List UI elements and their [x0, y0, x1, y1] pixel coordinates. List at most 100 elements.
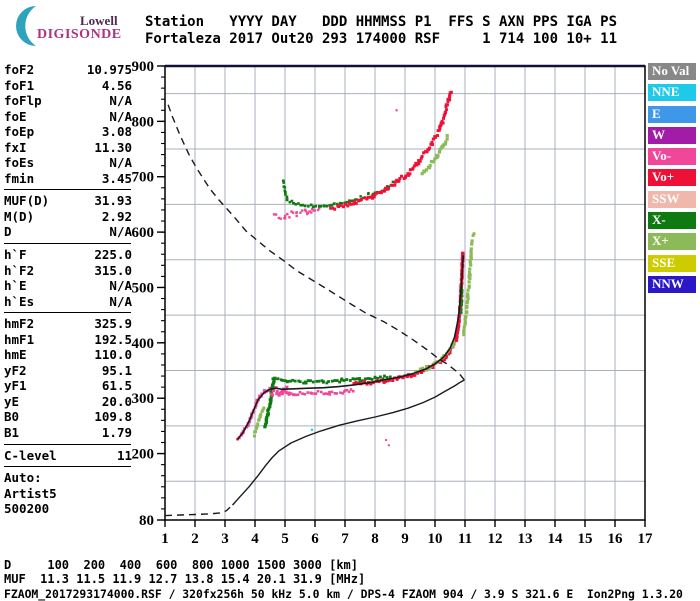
upper-red-dot	[414, 161, 418, 165]
stray-cyan	[310, 428, 314, 431]
upper-red-dot	[443, 111, 447, 115]
param-row-ye: yE 20.0	[4, 394, 132, 410]
flat-darkgreen-dot	[342, 379, 346, 382]
upper-pink-row-dot	[310, 211, 313, 214]
y-tick-label: 200	[132, 447, 155, 463]
flat-pink-dot	[287, 391, 291, 395]
flat-pink-dot	[278, 391, 282, 395]
upper-darkgreen-hook-dot	[281, 179, 285, 183]
upper-pink-row-dot	[310, 208, 314, 211]
param-row-d: D N/A	[4, 224, 132, 240]
flat-darkgreen-dot	[381, 377, 385, 381]
mid-red-dot	[442, 358, 446, 362]
upper-lightgreen-flank-dot	[436, 154, 440, 158]
param-row-he: h`E N/A	[4, 278, 132, 294]
oline-rise-lightgreen-dot	[257, 417, 261, 421]
upper-red-dot	[442, 116, 446, 120]
upper-pink-row-dot	[316, 208, 320, 212]
upper-darkgreen-sparse-dot	[367, 191, 370, 195]
flat-darkgreen-dot	[298, 380, 302, 384]
upper-darkgreen-sparse-dot	[387, 185, 391, 189]
flat-darkgreen-dot	[309, 379, 312, 383]
param-label: h`E	[4, 278, 27, 294]
upper-darkgreen-hook-dot	[317, 204, 321, 208]
flat-pink-dot	[322, 392, 326, 396]
upper-darkgreen-hook-dot	[285, 198, 289, 201]
flat-darkgreen-dot	[388, 375, 392, 379]
knee-blob-pink-dot	[269, 392, 273, 396]
upper-darkgreen-hook-dot	[345, 200, 349, 204]
x-tick-label: 5	[281, 531, 289, 547]
flat-darkgreen-dot	[376, 376, 380, 380]
oline-rise-darkgreen-dot	[263, 423, 268, 427]
upper-red-dot	[440, 119, 444, 123]
flat-pink-dot	[296, 393, 300, 397]
echo-color-legend: No Val NNE E W Vo- Vo+ SSW X- X+ SSE NNW	[648, 63, 696, 297]
upper-lightgreen-flank-dot	[420, 172, 424, 176]
asym-lightgreen-dot	[466, 292, 470, 296]
upper-darkgreen-hook-dot	[290, 199, 294, 203]
mid-lightgreen-dot	[433, 361, 437, 365]
mid-red-dot	[352, 381, 356, 385]
upper-lightgreen-flank-dot	[424, 168, 429, 172]
flat-pink-dot	[339, 391, 342, 395]
oline-rise-lightgreen-dot	[254, 426, 258, 430]
upper-darkgreen-hook-dot	[348, 199, 351, 202]
asym-darkgreen-dot	[460, 294, 464, 298]
param-label: foF2	[4, 62, 35, 77]
upper-pink-row-dot	[290, 210, 293, 213]
param-row-hes: h`Es N/A	[4, 294, 132, 310]
upper-pink-row-dot	[288, 216, 291, 219]
flat-pink-dot	[344, 389, 347, 392]
upper-darkgreen-hook-dot	[283, 186, 287, 189]
oline-rise-darkgreen-dot	[264, 417, 268, 422]
oline-rise-darkgreen-dot	[272, 379, 276, 384]
x-tick-label: 8	[371, 531, 379, 547]
upper-darkgreen-hook-dot	[301, 203, 304, 207]
param-label: yE	[4, 393, 20, 409]
flat-darkgreen-dot	[317, 379, 321, 383]
param-value: 11.30	[94, 139, 132, 155]
param-label: foE	[4, 108, 27, 124]
upper-red-dot	[435, 134, 439, 138]
param-label: fxI	[4, 139, 27, 155]
upper-darkgreen-hook-dot	[314, 204, 317, 208]
mid-lightgreen-dot	[424, 364, 428, 368]
y-tick-label: 900	[132, 59, 155, 75]
param-row-hmf2: hmF2 325.9	[4, 316, 132, 332]
oline-rise-darkgreen-dot	[265, 415, 269, 420]
flat-darkgreen-dot	[358, 379, 362, 383]
asym-lightgreen-dot	[463, 318, 467, 322]
param-row-b0: B0 109.8	[4, 409, 132, 425]
upper-red-dot	[384, 187, 388, 191]
upper-pink-row-dot	[295, 214, 298, 218]
flat-darkgreen-dot	[348, 379, 352, 382]
legend-item-x-: X-	[648, 212, 696, 230]
y-tick-label: 300	[132, 391, 155, 407]
upper-darkgreen-sparse-dot	[373, 191, 377, 194]
upper-darkgreen-hook-dot	[336, 202, 339, 206]
param-value: 3.08	[101, 124, 132, 140]
flat-pink-dot	[347, 390, 351, 394]
oline-rise-pink-dot	[246, 424, 250, 428]
flat-pink-dot	[349, 388, 353, 391]
autoscaled-trace	[236, 255, 464, 440]
param-value: N/A	[109, 108, 132, 124]
panel-divider	[4, 189, 131, 191]
upper-darkgreen-hook-dot	[322, 204, 326, 208]
mid-red-dot	[413, 373, 417, 377]
flat-darkgreen-dot	[370, 378, 374, 381]
x-tick-label: 3	[221, 531, 229, 547]
x-tick-label: 9	[401, 531, 409, 547]
upper-darkgreen-sparse-dot	[386, 185, 389, 188]
flat-darkgreen-dot	[368, 377, 372, 381]
param-row-fof2: foF2 10.975	[4, 62, 132, 78]
param-value: 315.0	[94, 262, 132, 278]
y-tick-label: 80	[139, 513, 154, 529]
knee-blob-pink-dot	[280, 392, 284, 396]
upper-red-dot	[365, 197, 369, 201]
upper-red-dot	[420, 154, 424, 158]
param-row-md: M(D) 2.92	[4, 209, 132, 225]
upper-darkgreen-hook-dot	[330, 203, 334, 207]
